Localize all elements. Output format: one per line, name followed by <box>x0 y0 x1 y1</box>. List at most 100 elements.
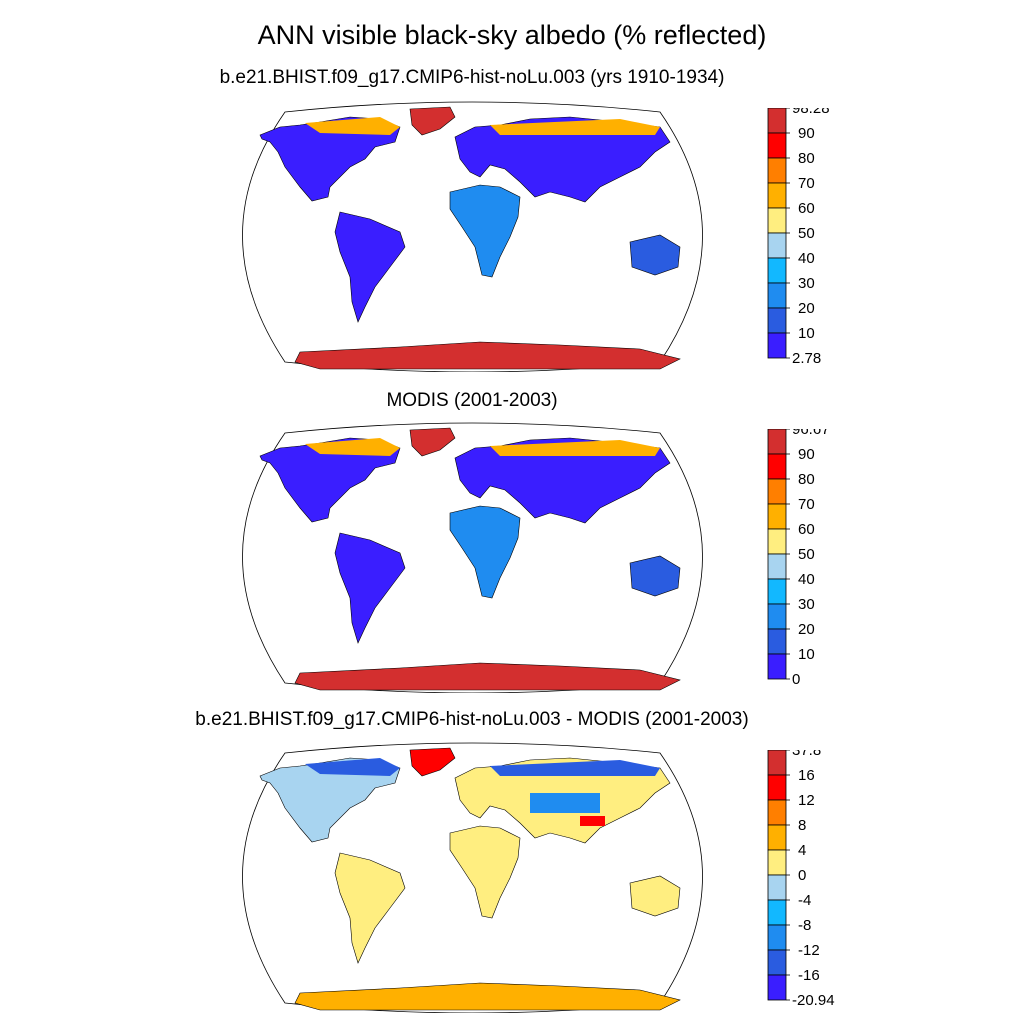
colorbar-layer: 37.8 16 12 8 4 0 -4 -8 -12 -16 -20.94 <box>767 750 835 1009</box>
colorbar-swatch <box>767 949 787 976</box>
colorbar-tick-label: -4 <box>798 892 811 909</box>
colorbar-tick-label: 70 <box>798 175 815 192</box>
colorbar-tick-label: 90 <box>798 125 815 142</box>
colorbar-tick-label: 20 <box>798 300 815 317</box>
colorbar-tick-label: 50 <box>798 225 815 242</box>
colorbar-tick-label: 12 <box>798 792 815 809</box>
colorbar-tick-label: -8 <box>798 917 811 934</box>
colorbar-swatch <box>767 453 787 480</box>
landmass-australia <box>629 555 681 597</box>
colorbar-tick-label: 4 <box>798 842 806 859</box>
colorbar-swatch <box>767 182 787 209</box>
panel-3-map <box>242 742 703 1013</box>
colorbar-tick-label: 2.78 <box>792 350 821 367</box>
colorbar-tick-label: 40 <box>798 250 815 267</box>
colorbar-swatch <box>767 849 787 876</box>
colorbar-swatch <box>767 750 787 776</box>
colorbar-tick-label: -16 <box>798 967 820 984</box>
arctic-band-eurasia <box>490 760 660 776</box>
colorbar-swatch <box>767 653 787 680</box>
panel-3-colorbar: 37.8 16 12 8 4 0 -4 -8 -12 -16 -20.94 <box>767 750 835 1009</box>
colorbar-swatch <box>767 603 787 630</box>
colorbar-swatch <box>767 478 787 505</box>
landmass-antarctica <box>294 341 681 370</box>
colorbar-tick-label: 10 <box>798 646 815 663</box>
colorbar-tick-label: 60 <box>798 521 815 538</box>
landmass-australia <box>629 234 681 276</box>
landmass-greenland <box>409 747 456 777</box>
panel-1-title: b.e21.BHIST.f09_g17.CMIP6-hist-noLu.003 … <box>219 67 725 88</box>
map-layer <box>242 742 703 1013</box>
figure-title: ANN visible black-sky albedo (% reflecte… <box>257 20 767 50</box>
colorbar-tick-label: 96.67 <box>792 429 830 438</box>
colorbar-swatch <box>767 628 787 655</box>
central-asia-patch <box>530 793 600 813</box>
colorbar-swatch <box>767 503 787 530</box>
panel-1-map <box>242 101 703 372</box>
colorbar-swatch <box>767 924 787 951</box>
colorbar-tick-label: -12 <box>798 942 820 959</box>
colorbar-tick-label: 50 <box>798 546 815 563</box>
colorbar-tick-label: 70 <box>798 496 815 513</box>
colorbar-swatch <box>767 232 787 259</box>
colorbar-swatch <box>767 157 787 184</box>
landmass-southAmerica <box>334 852 406 964</box>
tibet-patch <box>580 816 605 826</box>
colorbar-swatch <box>767 429 787 455</box>
map-layer <box>242 422 703 693</box>
colorbar-swatch <box>767 257 787 284</box>
colorbar-swatch <box>767 207 787 234</box>
panel-2-map <box>242 422 703 693</box>
colorbar-tick-label: 40 <box>798 571 815 588</box>
landmass-antarctica <box>294 982 681 1011</box>
landmass-eurasia <box>454 437 671 524</box>
landmass-eurasia <box>454 116 671 203</box>
colorbar-tick-label: 30 <box>798 275 815 292</box>
colorbar-tick-label: 37.8 <box>792 750 821 759</box>
colorbar-layer: 98.28 90 80 70 60 50 40 30 20 10 2.78 <box>767 108 830 367</box>
colorbar-tick-label: 0 <box>792 671 800 688</box>
colorbar-tick-label: 98.28 <box>792 108 830 117</box>
colorbar-tick-label: 80 <box>798 150 815 167</box>
panel-3-title: b.e21.BHIST.f09_g17.CMIP6-hist-noLu.003 … <box>195 709 749 730</box>
colorbar-swatch <box>767 132 787 159</box>
colorbar-tick-label: 60 <box>798 200 815 217</box>
colorbar-swatch <box>767 799 787 826</box>
colorbar-swatch <box>767 874 787 901</box>
landmass-antarctica <box>294 662 681 691</box>
landmass-northAmerica <box>259 757 401 843</box>
colorbar-tick-label: 20 <box>798 621 815 638</box>
colorbar-tick-label: 8 <box>798 817 806 834</box>
colorbar-tick-label: 16 <box>798 767 815 784</box>
colorbar-swatch <box>767 774 787 801</box>
panel-2-title: MODIS (2001-2003) <box>386 390 558 411</box>
landmass-southAmerica <box>334 211 406 323</box>
colorbar-swatch <box>767 974 787 1001</box>
colorbar-tick-label: 10 <box>798 325 815 342</box>
arctic-band-eurasia <box>490 440 660 456</box>
landmass-northAmerica <box>259 116 401 202</box>
colorbar-swatch <box>767 528 787 555</box>
arctic-band-eurasia <box>490 119 660 135</box>
landmass-australia <box>629 875 681 917</box>
arctic-band-americas <box>305 117 400 135</box>
colorbar-swatch <box>767 307 787 334</box>
landmass-greenland <box>409 106 456 136</box>
landmass-northAmerica <box>259 437 401 523</box>
arctic-band-americas <box>305 758 400 776</box>
colorbar-swatch <box>767 824 787 851</box>
colorbar-tick-label: -20.94 <box>792 992 835 1009</box>
colorbar-layer: 96.67 90 80 70 60 50 40 30 20 10 0 <box>767 429 830 688</box>
colorbar-swatch <box>767 553 787 580</box>
panel-2-colorbar: 96.67 90 80 70 60 50 40 30 20 10 0 <box>767 429 830 688</box>
landmass-africa <box>449 184 521 278</box>
landmass-greenland <box>409 427 456 457</box>
colorbar-swatch <box>767 108 787 134</box>
colorbar-tick-label: 30 <box>798 596 815 613</box>
colorbar-tick-label: 80 <box>798 471 815 488</box>
arctic-band-americas <box>305 438 400 456</box>
colorbar-swatch <box>767 899 787 926</box>
panel-1-colorbar: 98.28 90 80 70 60 50 40 30 20 10 2.78 <box>767 108 830 367</box>
colorbar-swatch <box>767 282 787 309</box>
landmass-africa <box>449 825 521 919</box>
